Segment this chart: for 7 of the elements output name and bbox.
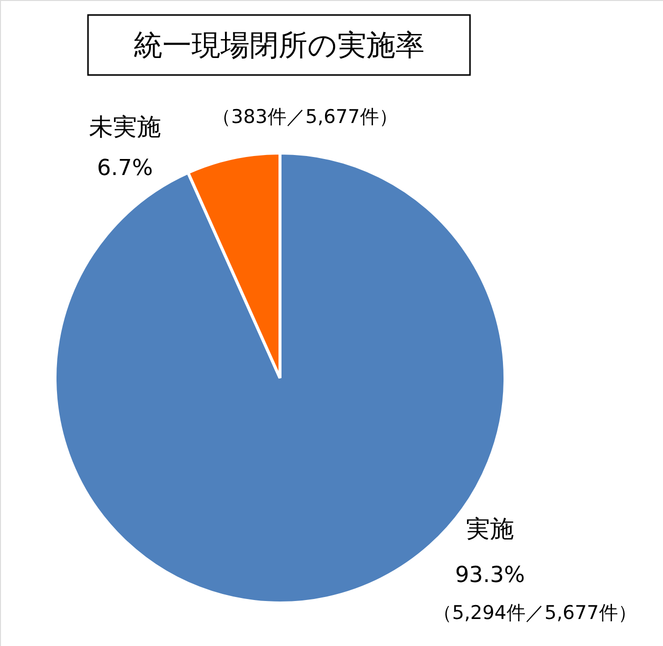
data-label: 6.7% (97, 156, 153, 181)
data-label: 93.3% (455, 563, 525, 588)
text: （5,294件／5,677件） (433, 602, 637, 624)
slice-label: 実施 (466, 515, 514, 543)
slice-label: 未実施 (89, 113, 161, 141)
text: （383件／5,677件） (212, 106, 398, 128)
chart-title: 統一現場閉所の実施率 (134, 28, 424, 62)
